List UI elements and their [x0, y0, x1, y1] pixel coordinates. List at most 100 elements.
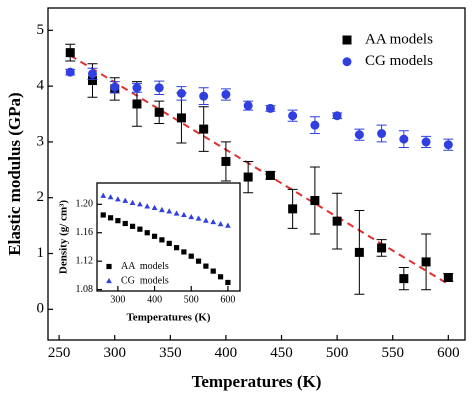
x-tick-label: 400 [147, 294, 162, 305]
data-point [173, 245, 180, 251]
data-point [221, 156, 231, 166]
data-point [129, 199, 136, 205]
data-point [203, 217, 209, 223]
data-point [181, 249, 187, 255]
y-tick-label: 1.08 [76, 284, 94, 295]
x-tick-label: 350 [159, 345, 182, 361]
x-tick-label: 300 [110, 294, 125, 305]
data-point [176, 113, 186, 123]
data-point [154, 107, 164, 117]
data-point [65, 67, 75, 77]
data-point [100, 212, 106, 218]
data-point [199, 124, 209, 134]
data-point [151, 233, 158, 239]
x-tick-label: 300 [103, 345, 126, 361]
data-point [243, 172, 253, 182]
data-point [265, 170, 275, 180]
data-point [87, 69, 97, 79]
data-point [151, 204, 158, 210]
data-point [166, 240, 172, 246]
data-point [159, 206, 165, 213]
data-point [181, 211, 187, 218]
data-point [243, 101, 253, 111]
data-point [310, 196, 320, 206]
data-point [107, 194, 114, 200]
y-tick-label: 0 [37, 301, 45, 317]
x-tick-label: 500 [184, 294, 199, 305]
x-axis-label: Temperatures (K) [126, 312, 210, 324]
data-point [188, 213, 195, 220]
x-tick-label: 250 [48, 345, 71, 361]
x-tick-label: 500 [326, 345, 349, 361]
y-tick-label: 1.20 [76, 199, 94, 210]
data-point [399, 134, 409, 144]
data-point [421, 137, 431, 147]
y-axis-label: Elastic modulus (GPa) [5, 92, 24, 255]
plot-area [97, 183, 240, 291]
data-point [210, 218, 217, 225]
y-tick-label: 3 [37, 133, 45, 149]
data-point [87, 76, 97, 86]
data-point [199, 91, 209, 101]
data-point [332, 216, 342, 226]
data-point [137, 226, 143, 232]
data-point [399, 274, 409, 284]
data-point [110, 82, 120, 92]
data-point [132, 83, 142, 93]
data-point [421, 257, 431, 267]
data-point [159, 237, 165, 243]
fit-line [69, 54, 449, 286]
data-point [107, 215, 114, 221]
data-point [154, 83, 164, 93]
data-point [288, 111, 298, 121]
data-point [137, 201, 143, 207]
plot-frame [47, 7, 466, 341]
x-tick-label: 550 [381, 345, 404, 361]
data-point [354, 130, 364, 140]
data-point [144, 230, 150, 236]
legend-label: AA models [121, 261, 169, 272]
data-point [100, 192, 107, 198]
y-tick-label: 1 [37, 245, 45, 261]
data-point [221, 89, 231, 99]
data-point [217, 274, 224, 280]
data-point [288, 204, 298, 214]
x-tick-label: 450 [270, 345, 293, 361]
data-point [166, 208, 173, 214]
data-point [265, 103, 275, 113]
data-point [203, 263, 209, 269]
data-point [188, 253, 194, 259]
y-tick-label: 2 [37, 189, 45, 205]
data-point [443, 140, 453, 150]
data-point [225, 279, 231, 286]
data-point [377, 243, 387, 253]
legend-label: CG models [365, 53, 433, 69]
y-tick-label: 5 [37, 22, 45, 38]
plot-frame [96, 182, 241, 292]
data-point [195, 215, 202, 221]
legend-marker [342, 35, 352, 45]
x-tick-label: 400 [215, 345, 238, 361]
x-axis-label: Temperatures (K) [192, 372, 322, 391]
data-point [115, 218, 121, 224]
data-point [354, 247, 364, 257]
y-tick-label: 1.16 [76, 227, 94, 238]
y-tick-label: 1.12 [76, 255, 94, 266]
data-point [115, 196, 121, 202]
legend-marker [106, 263, 112, 270]
data-point [122, 197, 129, 203]
data-point [443, 273, 453, 283]
data-point [173, 210, 180, 216]
x-tick-label: 600 [437, 345, 460, 361]
y-tick-label: 4 [37, 78, 45, 94]
data-point [195, 258, 202, 264]
legend-marker [106, 277, 112, 284]
legend-label: CG models [121, 275, 169, 286]
data-point [310, 120, 320, 130]
data-point [65, 48, 75, 58]
data-point [176, 88, 186, 98]
legend-label: AA models [365, 31, 433, 47]
data-point [210, 268, 216, 274]
legend-marker [342, 57, 352, 67]
